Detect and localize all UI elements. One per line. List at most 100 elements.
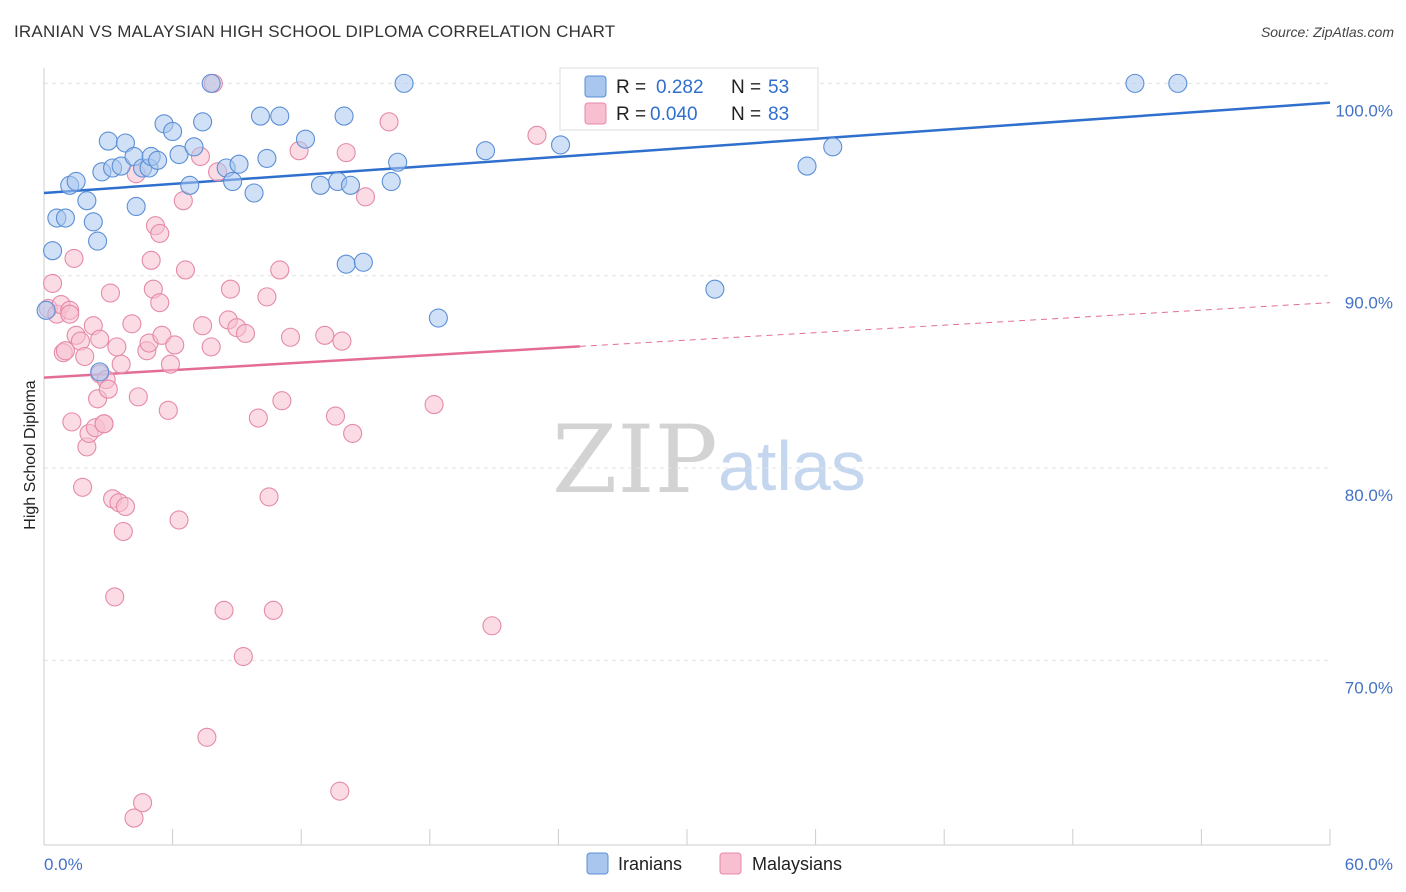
malaysians-point	[158, 400, 178, 420]
malaysians-point	[336, 143, 356, 163]
iranians-point	[223, 171, 243, 192]
y-tick-labels: 70.0% 80.0% 90.0% 100.0%	[1335, 101, 1393, 697]
malaysians-point	[201, 337, 221, 357]
legend-n-malaysians: 83	[768, 104, 789, 125]
iranians-point	[388, 152, 408, 172]
iranians-point	[250, 106, 271, 126]
iranians-point	[43, 241, 63, 261]
legend-n-iranians: 53	[768, 77, 789, 98]
iranians-point	[334, 106, 354, 126]
malaysians-point	[263, 600, 283, 620]
malaysians-point	[270, 260, 290, 280]
iranians-point	[797, 156, 817, 176]
bottom-legend-swatch-malaysians	[719, 852, 742, 875]
malaysians-point	[115, 496, 135, 517]
iranians-point	[201, 73, 221, 93]
iranians-point	[55, 208, 75, 228]
x-tick-min: 0.0%	[44, 855, 83, 874]
malaysians-point	[259, 487, 279, 507]
iranians-point	[310, 175, 331, 195]
iranians-point	[336, 254, 356, 274]
malaysians-point	[150, 293, 170, 313]
malaysians-point	[315, 325, 335, 345]
iranians-point	[823, 137, 843, 157]
malaysians-point	[235, 323, 256, 343]
malaysians-point	[214, 600, 234, 620]
iranians-point	[257, 148, 277, 168]
iranians-point	[148, 150, 168, 170]
malaysians-point	[332, 331, 352, 351]
y-tick-label: 70.0%	[1345, 678, 1393, 697]
legend-r-iranians: 0.282	[656, 77, 704, 98]
source-label: Source: ZipAtlas.com	[1260, 24, 1394, 40]
legend-n-label-iranians: N =	[731, 77, 761, 98]
legend-r-label-iranians: R =	[616, 77, 646, 98]
malaysians-point	[62, 412, 82, 432]
malaysians-point	[124, 808, 144, 828]
bottom-legend-swatch-iranians	[586, 852, 609, 875]
malaysians-point	[107, 337, 127, 357]
x-tick-max: 60.0%	[1345, 855, 1393, 874]
malaysians-point	[325, 406, 346, 426]
malaysians-point	[141, 250, 161, 270]
malaysians-point	[257, 287, 277, 307]
iranians-point	[394, 73, 414, 93]
malaysians-point	[160, 354, 181, 374]
iranians-point	[169, 144, 189, 165]
malaysians-point	[197, 727, 217, 747]
chart-title: IRANIAN VS MALAYSIAN HIGH SCHOOL DIPLOMA…	[14, 22, 616, 41]
watermark-atlas: atlas	[718, 427, 866, 505]
y-tick-label: 80.0%	[1345, 486, 1393, 505]
iranians-point	[295, 129, 316, 149]
malaysians-point	[150, 223, 170, 243]
legend-r-malaysians: 0.040	[650, 104, 698, 125]
iranians-point	[88, 231, 108, 251]
malaysians-point	[233, 646, 253, 667]
iranians-point	[77, 191, 97, 211]
malaysians-point	[220, 279, 241, 299]
trend-lines	[43, 101, 1331, 379]
iranians-point	[1168, 73, 1188, 93]
data-points	[36, 73, 1188, 828]
malaysians-point	[122, 314, 142, 334]
iranians-point	[115, 133, 135, 153]
legend-swatch-malaysians	[584, 102, 607, 125]
malaysians-point	[169, 510, 189, 530]
malaysians-point	[165, 335, 185, 355]
iranians-point	[381, 171, 401, 192]
iranians-point	[244, 183, 264, 203]
malaysians-point	[193, 316, 213, 336]
iranians-point	[98, 131, 118, 151]
malaysians-point	[330, 781, 350, 801]
iranians-point	[180, 175, 200, 195]
malaysians-point	[133, 793, 153, 813]
iranians-point	[111, 156, 131, 176]
iranians-point	[66, 171, 86, 192]
iranians-point	[475, 141, 496, 161]
malaysians-point	[424, 395, 444, 415]
malaysians-point	[128, 387, 148, 407]
malaysians-point	[280, 327, 301, 347]
iranians-point	[428, 308, 448, 328]
iranians-point	[126, 196, 146, 217]
malaysians-point	[75, 346, 95, 367]
malaysians-point	[527, 125, 547, 145]
malaysians-point	[73, 477, 93, 497]
malaysians-point	[152, 325, 172, 345]
malaysians-point	[113, 521, 133, 542]
trend-line-malaysians	[43, 345, 580, 379]
trend-line-dashed-malaysians	[579, 302, 1331, 347]
malaysians-point	[60, 304, 80, 324]
malaysians-point	[111, 354, 131, 374]
iranians-point	[163, 121, 183, 142]
malaysians-point	[272, 391, 292, 411]
correlation-legend: R = 0.282 N = 53 R = 0.040 N = 83	[559, 67, 819, 131]
iranians-point	[340, 175, 361, 195]
malaysians-point	[355, 187, 376, 207]
bottom-legend-iranians: Iranians	[618, 854, 682, 874]
malaysians-point	[248, 408, 268, 428]
malaysians-point	[55, 341, 75, 361]
bottom-legend-malaysians: Malaysians	[752, 854, 842, 874]
y-axis-title: High School Diploma	[22, 380, 39, 530]
